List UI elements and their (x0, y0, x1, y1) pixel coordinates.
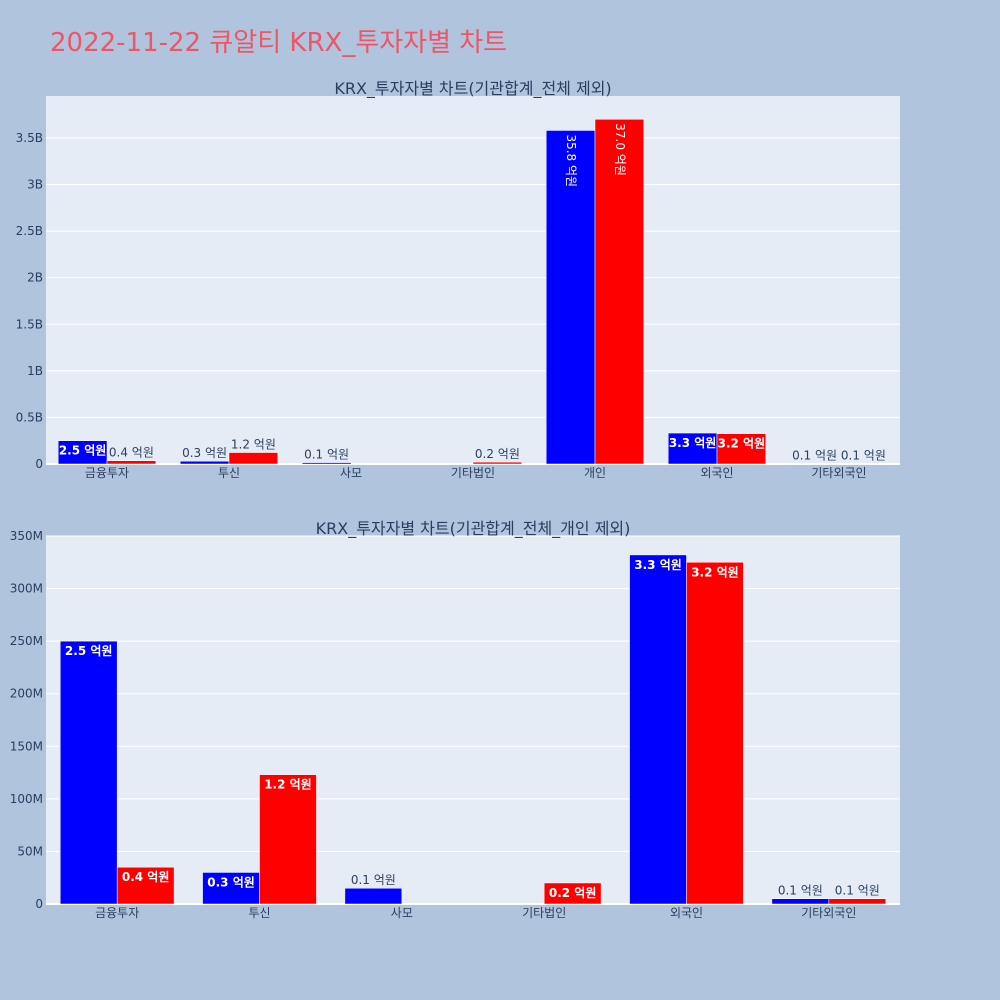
bar (771, 898, 830, 905)
bar (344, 887, 403, 905)
bar (57, 440, 108, 465)
plot-background (46, 536, 900, 904)
y-tick-label: 0 (35, 457, 43, 471)
y-tick-label: 300M (10, 582, 43, 596)
data-label: 1.2 억원 (264, 778, 312, 792)
data-label: 0.1 억원 (351, 873, 396, 887)
data-label: 37.0 억원 (613, 123, 627, 176)
bar (838, 463, 889, 465)
y-tick-label: 200M (10, 687, 43, 701)
bar (59, 640, 118, 905)
x-tick-label: 외국인 (700, 466, 733, 480)
x-tick-label: 투신 (218, 466, 240, 480)
chart-1: 0 0.5B 1B 1.5B 2B 2.5B 3B 3.5B KRX_투자자별 차트(기관합계_… (16, 79, 900, 480)
data-label: 0.2 억원 (475, 447, 520, 461)
bar (545, 130, 596, 465)
data-label: 0.4 억원 (109, 446, 154, 460)
bar (686, 562, 744, 905)
chart-title: KRX_투자자별 차트(기관합계_전체_개인 제외) (316, 519, 631, 539)
bar (594, 119, 645, 465)
bar (667, 432, 718, 465)
x-tick-label: 기타법인 (522, 906, 566, 920)
data-label: 0.1 억원 (792, 449, 837, 463)
x-tick-label: 사모 (340, 466, 362, 480)
y-tick-label: 3.5B (16, 131, 43, 145)
x-tick-label: 투신 (248, 906, 270, 920)
data-label: 35.8 억원 (564, 134, 578, 187)
x-tick-label: 금융투자 (85, 466, 129, 480)
data-label: 0.4 억원 (122, 870, 170, 884)
data-label: 3.2 억원 (718, 437, 766, 451)
x-tick-label: 기타외국인 (811, 466, 866, 480)
y-tick-label: 150M (10, 739, 43, 753)
y-tick-label: 250M (10, 634, 43, 648)
data-label: 0.3 억원 (207, 875, 255, 889)
x-tick-label: 외국인 (670, 906, 703, 920)
bar (179, 460, 230, 465)
y-tick-label: 100M (10, 792, 43, 806)
y-tick-label: 0 (35, 897, 43, 911)
chart-title: KRX_투자자별 차트(기관합계_전체 제외) (334, 79, 611, 99)
bar (228, 452, 279, 465)
data-label: 3.3 억원 (634, 558, 682, 572)
data-label: 2.5 억원 (59, 444, 107, 458)
x-tick-label: 기타법인 (451, 466, 495, 480)
bar (472, 461, 523, 465)
plot-background (46, 96, 900, 464)
page-title: 2022-11-22 큐알티 KRX_투자자별 차트 (50, 28, 508, 58)
y-tick-label: 3B (27, 178, 43, 192)
data-label: 3.3 억원 (669, 436, 717, 450)
y-tick-label: 1B (27, 364, 43, 378)
data-label: 2.5 억원 (65, 644, 113, 658)
data-label: 1.2 억원 (231, 438, 276, 452)
data-label: 0.1 억원 (304, 448, 349, 462)
x-tick-label: 금융투자 (95, 906, 139, 920)
bar (716, 433, 767, 465)
data-label: 0.1 억원 (835, 884, 880, 898)
y-tick-label: 350M (10, 529, 43, 543)
y-tick-label: 2.5B (16, 224, 43, 238)
bar (629, 554, 687, 905)
bar (543, 882, 602, 905)
y-tick-label: 2B (27, 271, 43, 285)
y-tick-label: 50M (17, 844, 43, 858)
bar (202, 872, 260, 905)
chart-2: 0 50M 100M 150M 200M 250M 300M 350M KRX_투자자별 차트(… (10, 519, 900, 920)
bar (106, 460, 157, 465)
bar (828, 898, 887, 905)
data-label: 3.2 억원 (691, 565, 739, 579)
data-label: 0.1 억원 (778, 884, 823, 898)
x-tick-label: 기타외국인 (801, 906, 856, 920)
bar (259, 774, 317, 905)
bar (301, 462, 352, 465)
data-label: 0.2 억원 (549, 886, 597, 900)
data-label: 0.3 억원 (182, 446, 227, 460)
y-tick-label: 1.5B (16, 317, 43, 331)
x-tick-label: 개인 (584, 466, 606, 480)
x-tick-label: 사모 (391, 906, 413, 920)
bar (116, 866, 175, 905)
bar (789, 463, 840, 465)
data-label: 0.1 억원 (841, 449, 886, 463)
y-tick-label: 0.5B (16, 410, 43, 424)
